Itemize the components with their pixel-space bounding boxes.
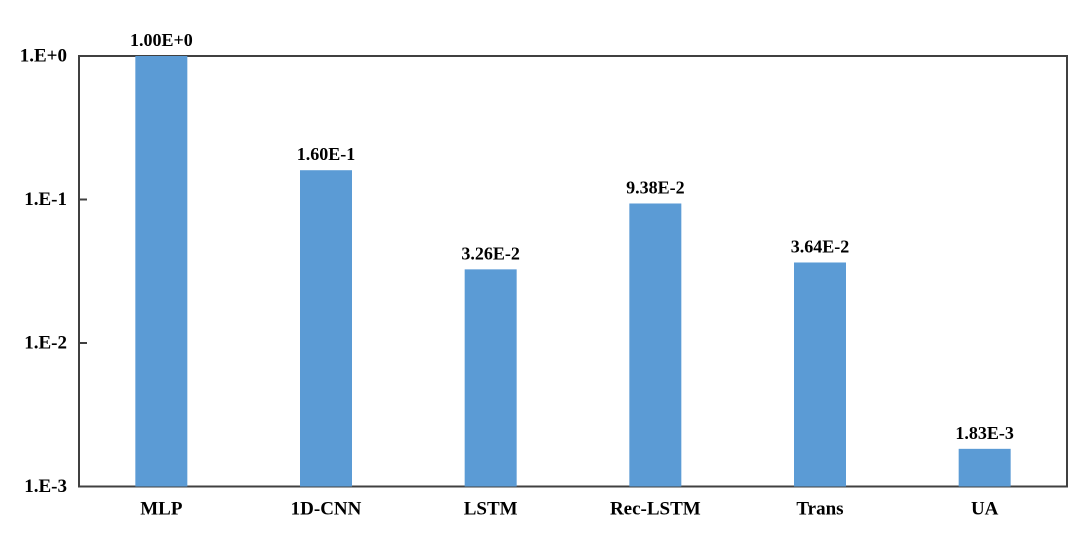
x-tick-label: MLP	[140, 499, 183, 520]
y-tick-label: 1.E-2	[24, 333, 67, 354]
y-tick-label: 1.E-1	[24, 189, 67, 210]
bar-value-label: 9.38E-2	[626, 177, 685, 197]
bar	[958, 448, 1011, 487]
y-tick-label: 1.E-3	[24, 476, 67, 497]
bar	[300, 170, 352, 487]
plot-area-border	[78, 55, 1068, 488]
bar	[135, 56, 188, 487]
x-tick-label: LSTM	[464, 499, 518, 520]
bar	[464, 269, 517, 487]
bar-value-label: 1.60E-1	[297, 144, 356, 164]
bar	[629, 203, 682, 487]
bar-value-label: 3.26E-2	[461, 243, 520, 263]
x-tick-label: 1D-CNN	[291, 499, 362, 520]
bar-value-label: 3.64E-2	[791, 236, 850, 256]
bar-value-label: 1.00E+0	[130, 30, 193, 50]
x-tick-label: UA	[971, 499, 999, 520]
x-tick-label: Rec-LSTM	[610, 499, 701, 520]
bar-value-label: 1.83E-3	[955, 423, 1014, 443]
y-tick-label: 1.E+0	[20, 46, 67, 67]
bar	[794, 262, 846, 487]
x-tick-label: Trans	[796, 499, 843, 520]
